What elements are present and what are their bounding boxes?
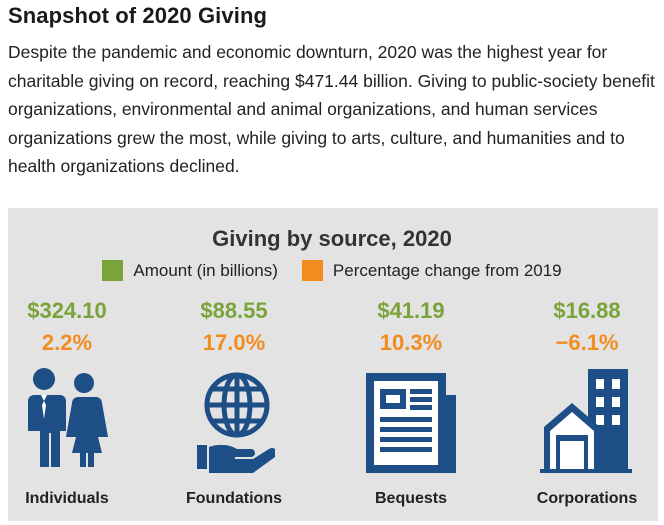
legend: Amount (in billions) Percentage change f… [0,260,664,281]
category-label: Foundations [186,490,282,507]
page-title: Snapshot of 2020 Giving [8,3,268,28]
legend-item-amount: Amount (in billions) [102,260,278,281]
globe-in-hand-icon [197,372,275,473]
document-icon [366,373,456,473]
legend-label-amount: Amount (in billions) [133,260,278,280]
source-bequests: $41.19 10.3% [341,298,481,356]
category-label: Bequests [374,490,448,507]
people-icon [28,368,108,467]
source-corporations: $16.88 −6.1% [517,298,657,356]
legend-label-pct: Percentage change from 2019 [332,260,562,280]
amount-value: $324.10 [27,298,107,323]
legend-swatch-amount [102,260,124,281]
intro-paragraph: Despite the pandemic and economic downtu… [8,42,655,176]
pct-change-value: 10.3% [379,330,443,355]
pct-change-value: −6.1% [555,330,619,355]
category-label: Corporations [536,490,638,507]
source-foundations: $88.55 17.0% [164,298,304,356]
pct-change-value: 17.0% [202,330,266,355]
pct-change-value: 2.2% [41,330,93,355]
legend-swatch-pct [301,260,323,281]
legend-item-pct: Percentage change from 2019 [301,260,562,281]
amount-value: $88.55 [200,298,268,323]
chart-title: Giving by source, 2020 [212,226,452,251]
amount-value: $16.88 [553,298,621,323]
amount-value: $41.19 [377,298,445,323]
category-label: Individuals [25,490,109,507]
source-individuals: $324.10 2.2% [0,298,137,356]
building-icon [540,369,632,473]
